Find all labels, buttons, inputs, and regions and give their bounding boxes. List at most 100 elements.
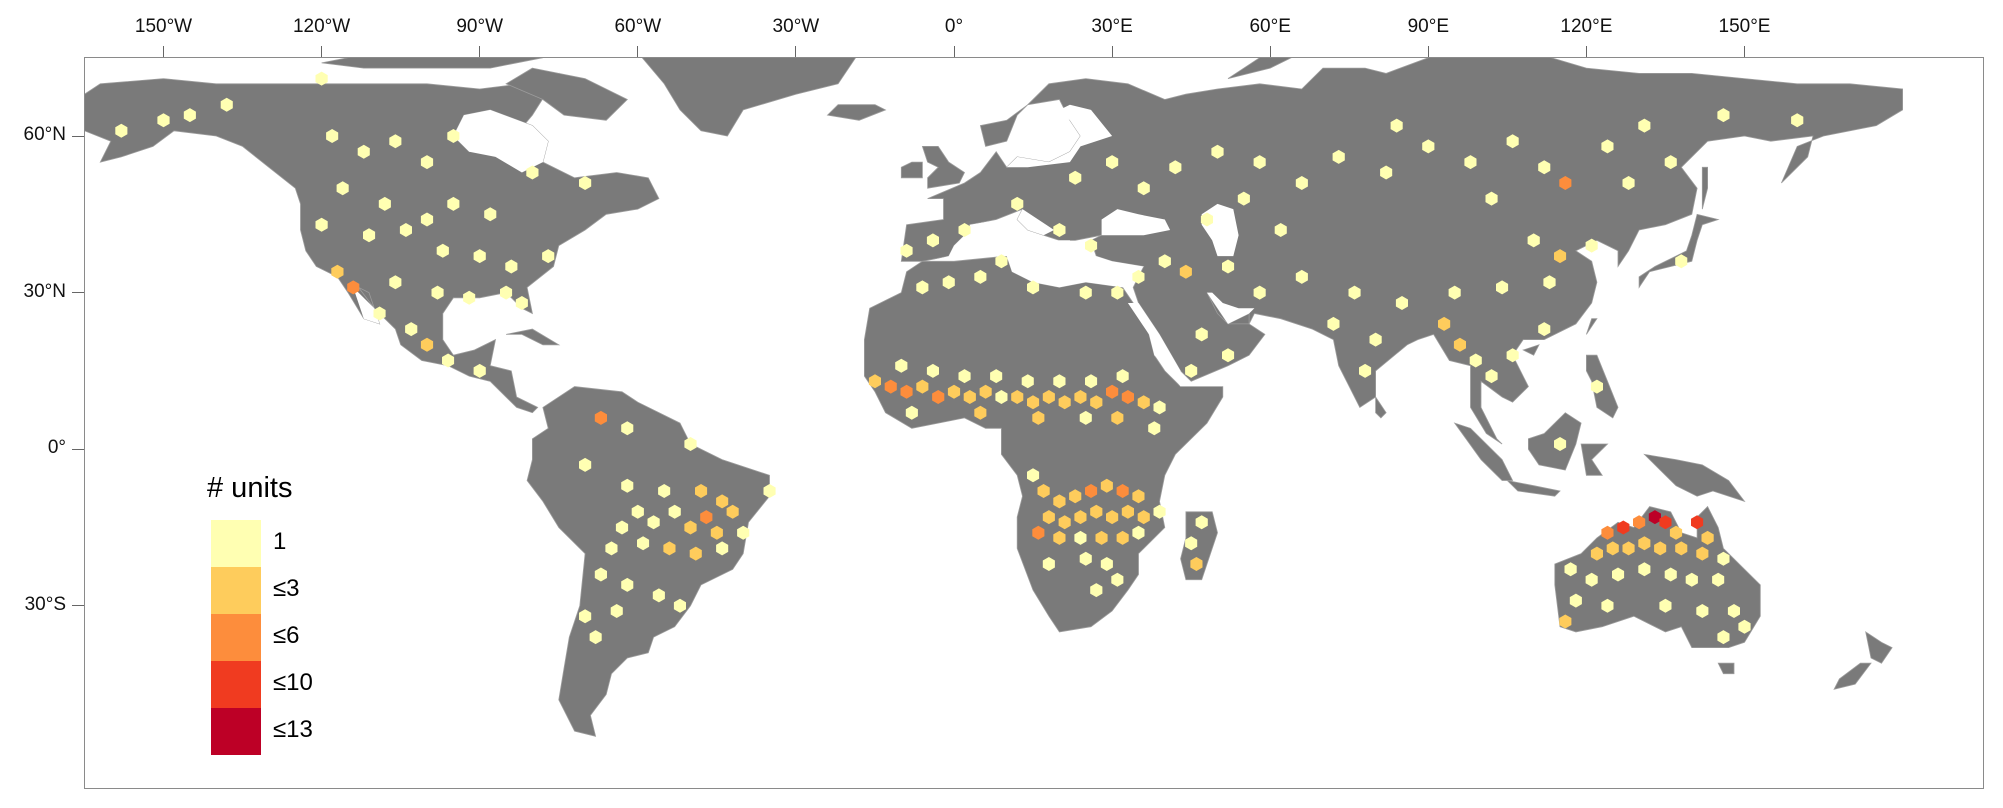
grid-cell [1079,285,1092,300]
grid-cell [1253,285,1266,300]
grid-cell [737,525,750,540]
grid-cell [1543,275,1556,290]
grid-cell [1106,155,1119,170]
grid-cell [1390,118,1403,133]
grid-cell [1554,437,1567,451]
grid-cell [1074,510,1087,525]
grid-cell [1453,337,1466,352]
longitude-tick-label: 120°W [292,16,351,37]
grid-cell [1100,478,1113,493]
grid-cell [1327,316,1340,331]
grid-cell [589,630,602,645]
grid-cell [1622,176,1635,190]
land-layer [85,58,1903,737]
grid-cell [1348,285,1361,300]
longitude-tick-mark [1585,46,1587,57]
longitude-tick-label: 30°W [772,16,820,37]
grid-cell [621,421,634,436]
grid-cell [1622,541,1635,556]
latitude-tick-label: 30°S [24,593,66,615]
grid-cell [1042,390,1055,404]
grid-cell [315,217,328,232]
grid-cell [1042,510,1055,525]
grid-cell [1590,379,1603,394]
grid-cell [473,363,486,378]
latitude-tick-label: 30°N [23,280,66,302]
grid-cell [357,144,370,159]
longitude-tick-mark [1427,46,1429,57]
grid-cell [1701,530,1714,545]
grid-cell [621,478,634,493]
grid-cell [1042,557,1055,571]
grid-cell [1438,316,1451,331]
grid-cell [1253,155,1266,170]
grid-cell [1190,557,1203,571]
grid-cell [420,155,434,170]
grid-cell [1011,390,1024,404]
grid-cell [1153,504,1166,519]
grid-cell [1085,374,1098,389]
legend-label: ≤13 [273,716,313,743]
novaya-zemlya-landmass [1227,58,1292,79]
grid-cell [389,134,402,149]
grid-cell [668,504,681,519]
grid-cell [1158,254,1171,269]
grid-cell [399,223,412,237]
grid-cell [1032,410,1045,425]
grid-cell [1633,515,1646,530]
grid-cell [1696,604,1709,618]
grid-cell [1211,144,1224,159]
grid-cell [926,363,939,378]
grid-cell [1185,363,1198,378]
grid-cell [1638,562,1651,577]
latitude-tick-mark [72,292,84,294]
uk-landmass [921,146,966,189]
grid-cell [1527,233,1540,248]
grid-cell [1485,369,1498,384]
legend-swatch [211,567,261,614]
grid-cell [726,504,739,519]
grid-cell [594,567,607,582]
grid-cell [1137,395,1150,410]
grid-cell [1659,598,1672,613]
latitude-tick-mark [72,135,84,137]
grid-cell [710,525,723,540]
grid-cell [1069,170,1082,185]
grid-cell [442,353,455,368]
grid-cell [1111,285,1124,300]
latitude-tick-label: 60°N [23,124,66,145]
grid-cell [963,390,976,404]
grid-cell [405,322,418,337]
grid-cell [1585,238,1598,253]
grid-cell [389,275,402,290]
grid-cell [1559,614,1572,629]
world-map [85,58,1903,737]
grid-cell [1132,525,1145,540]
grid-cell [1712,572,1725,587]
grid-cell [1085,484,1098,498]
grid-cell [1085,238,1098,253]
grid-cell [1074,390,1087,404]
new-zealand-s-landmass [1833,662,1872,690]
grid-cell [916,280,929,295]
longitude-tick-label: 60°E [1249,16,1291,37]
latitude-tick-mark [72,605,84,607]
grid-cell [363,228,376,243]
grid-cell [1422,139,1435,154]
grid-cell [331,264,344,279]
baffin-landmass [505,67,628,121]
grid-cell [315,71,328,86]
grid-cell [1111,410,1124,425]
longitude-tick-mark [479,46,481,57]
grid-cell [1538,160,1551,175]
legend-swatch [211,614,261,661]
grid-cell [542,249,555,264]
longitude-tick-mark [637,46,639,57]
longitude-tick-label: 150°E [1718,16,1771,37]
grid-cell [1027,280,1040,295]
grid-cell [1058,395,1071,410]
grid-cell [579,457,592,472]
grid-cell [115,123,128,138]
grid-cell [1116,530,1129,545]
grid-cell [473,249,486,264]
